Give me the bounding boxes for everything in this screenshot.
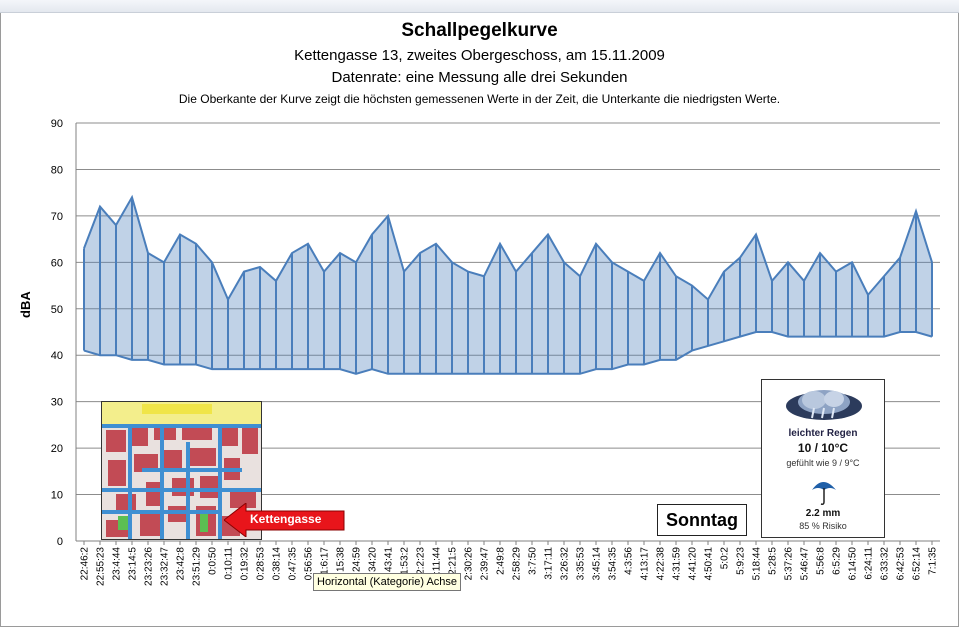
weather-feels-like: gefühlt wie 9 / 9°C bbox=[786, 458, 860, 468]
x-tick-label: 23:32:47 bbox=[160, 547, 171, 586]
y-tick-label: 90 bbox=[51, 118, 63, 130]
x-axis-tooltip: Horizontal (Kategorie) Achse bbox=[313, 573, 462, 591]
y-tick-label: 0 bbox=[57, 536, 63, 548]
x-tick-label: 23:42:8 bbox=[176, 547, 187, 581]
x-tick-label: 23:14:5 bbox=[128, 547, 139, 581]
weather-box: leichter Regen 10 / 10°C gefühlt wie 9 /… bbox=[761, 379, 885, 538]
x-tick-label: 3:35:53 bbox=[576, 547, 587, 581]
x-tick-label: 1:24:59 bbox=[352, 547, 363, 581]
x-tick-label: 22:55:23 bbox=[96, 547, 107, 586]
x-tick-label: 1:34:20 bbox=[368, 547, 379, 581]
x-tick-label: 2:58:29 bbox=[512, 547, 523, 581]
x-tick-label: 23:23:26 bbox=[144, 547, 155, 586]
x-tick-label: 0:47:35 bbox=[288, 547, 299, 581]
x-tick-label: 4:13:17 bbox=[640, 547, 651, 581]
chart-title: Schallpegelkurve bbox=[401, 20, 558, 41]
x-tick-label: 6:24:11 bbox=[864, 547, 875, 580]
x-tick-label: 2:30:26 bbox=[464, 547, 475, 581]
day-label: Sonntag bbox=[657, 504, 747, 536]
x-tick-label: 5:18:44 bbox=[752, 547, 763, 581]
weather-condition: leichter Regen bbox=[788, 428, 858, 439]
x-tick-label: 2:49:8 bbox=[496, 547, 507, 575]
x-tick-label: 23:4:44 bbox=[112, 547, 123, 581]
rain-cloud-icon bbox=[786, 390, 862, 420]
x-tick-label: 3:7:50 bbox=[528, 547, 539, 575]
chart-subtitle-1: Kettengasse 13, zweites Obergeschoss, am… bbox=[294, 47, 665, 64]
x-tick-label: 2:2:23 bbox=[416, 547, 427, 575]
x-tick-label: 4:3:56 bbox=[624, 547, 635, 575]
x-tick-label: 2:39:47 bbox=[480, 547, 491, 581]
x-tick-label: 23:51:29 bbox=[192, 547, 203, 586]
x-tick-label: 3:17:11 bbox=[544, 547, 555, 580]
x-tick-label: 6:42:53 bbox=[896, 547, 907, 581]
x-tick-label: 1:6:17 bbox=[320, 547, 331, 575]
x-tick-label: 6:5:29 bbox=[832, 547, 843, 575]
x-tick-label: 5:37:26 bbox=[784, 547, 795, 581]
chart-subtitle-2: Datenrate: eine Messung alle drei Sekund… bbox=[331, 69, 628, 86]
x-tick-label: 0:19:32 bbox=[240, 547, 251, 581]
series-group bbox=[83, 194, 933, 375]
x-tick-label: 0:10:11 bbox=[224, 547, 235, 580]
x-tick-label: 22:46:2 bbox=[80, 547, 91, 581]
umbrella-icon bbox=[812, 482, 836, 505]
y-tick-label: 40 bbox=[51, 350, 63, 362]
map-street-label: Kettengasse bbox=[250, 512, 322, 526]
x-tick-label: 2:11:44 bbox=[432, 547, 443, 580]
chart-subtitle-3: Die Oberkante der Kurve zeigt die höchst… bbox=[178, 92, 781, 106]
x-tick-label: 1:43:41 bbox=[384, 547, 395, 581]
map-pointer-arrow: Kettengasse bbox=[223, 501, 346, 539]
weather-risk: 85 % Risiko bbox=[799, 521, 847, 531]
y-tick-label: 30 bbox=[51, 397, 63, 409]
x-tick-label: 3:45:14 bbox=[592, 547, 603, 581]
x-tick-label: 4:22:38 bbox=[656, 547, 667, 581]
y-tick-label: 60 bbox=[51, 257, 63, 269]
x-tick-label: 0:38:14 bbox=[272, 547, 283, 581]
x-tick-label: 5:9:23 bbox=[736, 547, 747, 575]
gridlines bbox=[75, 122, 940, 542]
y-tick-label: 80 bbox=[51, 164, 63, 176]
series-min-line bbox=[83, 331, 933, 375]
y-tick-label: 70 bbox=[51, 211, 63, 223]
arrow-shape bbox=[223, 501, 345, 539]
series-max-line bbox=[83, 194, 933, 302]
x-tick-label: 3:26:32 bbox=[560, 547, 571, 581]
x-tick-label: 4:41:20 bbox=[688, 547, 699, 581]
y-tick-label: 50 bbox=[51, 304, 63, 316]
x-tick-label: 7:1:35 bbox=[928, 547, 939, 575]
x-tick-label: 5:0:2 bbox=[720, 547, 731, 570]
weather-temperature: 10 / 10°C bbox=[797, 441, 849, 455]
y-axis-label: dBA bbox=[18, 291, 33, 318]
x-tick-label: 0:28:53 bbox=[256, 547, 267, 581]
x-tick-label: 1:15:38 bbox=[336, 547, 347, 581]
y-tick-label: 10 bbox=[51, 490, 63, 502]
x-tick-label: 4:50:41 bbox=[704, 547, 715, 581]
series-envelope bbox=[84, 197, 932, 374]
x-tick-label: 6:14:50 bbox=[848, 547, 859, 581]
x-tick-label: 6:33:32 bbox=[880, 547, 891, 581]
x-axis-ticks: 22:46:2 22:55:23 23:4:44 23:14:5 23:23:26 23:… bbox=[80, 541, 939, 586]
x-tick-label: 2:21:5 bbox=[448, 547, 459, 575]
weather-precipitation: 2.2 mm bbox=[805, 508, 841, 519]
x-tick-label: 6:52:14 bbox=[912, 547, 923, 581]
x-tick-label: 3:54:35 bbox=[608, 547, 619, 581]
x-tick-label: 4:31:59 bbox=[672, 547, 683, 581]
x-tick-label: 5:28:5 bbox=[768, 547, 779, 575]
x-tick-label: 5:56:8 bbox=[816, 547, 827, 575]
x-tick-label: 5:46:47 bbox=[800, 547, 811, 581]
y-tick-label: 20 bbox=[51, 443, 63, 455]
x-tick-label: 0:0:50 bbox=[208, 547, 219, 575]
x-tick-label: 1:53:2 bbox=[400, 547, 411, 575]
window-top-strip bbox=[0, 0, 959, 13]
y-axis-ticks: 0 10 20 30 40 50 60 70 80 90 bbox=[51, 118, 63, 548]
x-tick-label: 0:56:56 bbox=[304, 547, 315, 581]
